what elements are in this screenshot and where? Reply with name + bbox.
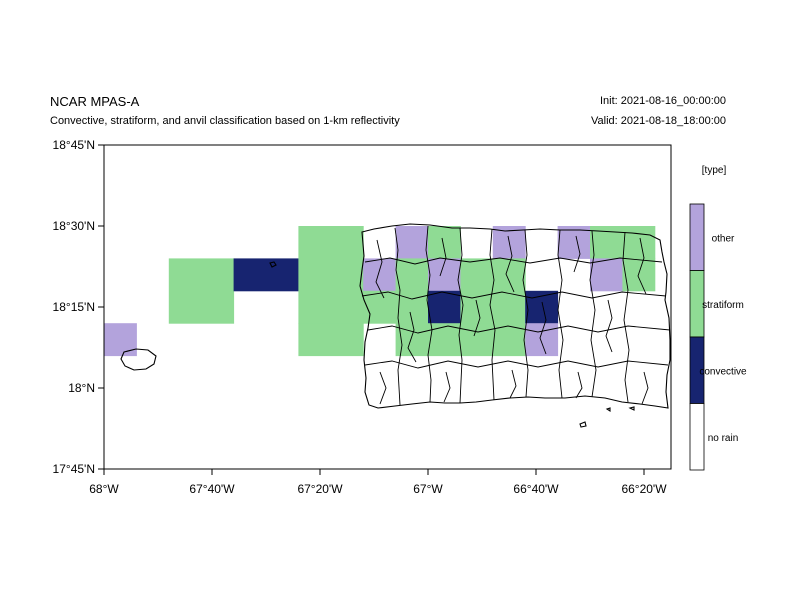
- legend-label: convective: [699, 366, 747, 377]
- classification-cell: [622, 226, 656, 259]
- classification-cell: [428, 226, 461, 259]
- y-tick-label: 18°45'N: [53, 138, 95, 152]
- legend-label: other: [712, 233, 735, 244]
- y-axis: 17°45'N 18°N 18°15'N 18°30'N 18°45'N: [53, 138, 104, 476]
- small-islet: [579, 421, 587, 428]
- x-axis: 68°W 67°40'W 67°20'W 67°W 66°40'W 66°20'W: [89, 469, 667, 496]
- classification-cell: [104, 323, 137, 357]
- legend-title: [type]: [702, 165, 727, 176]
- classification-cell: [395, 258, 429, 357]
- legend-label: no rain: [708, 433, 739, 444]
- mona-island-coastline: [120, 348, 157, 371]
- classification-cell: [590, 258, 623, 292]
- y-tick-label: 17°45'N: [53, 462, 95, 476]
- classification-cell: [428, 290, 461, 324]
- classification-cell: [525, 323, 559, 357]
- y-tick-label: 18°N: [68, 381, 95, 395]
- small-islet: [628, 406, 635, 411]
- x-tick-label: 67°20'W: [297, 482, 343, 496]
- x-tick-label: 67°W: [413, 482, 443, 496]
- y-tick-label: 18°15'N: [53, 300, 95, 314]
- x-tick-label: 67°40'W: [189, 482, 235, 496]
- classification-cell: [363, 290, 397, 324]
- classification-cell: [298, 323, 364, 357]
- plot-description: Convective, stratiform, and anvil classi…: [50, 115, 400, 127]
- classification-cell: [363, 258, 397, 292]
- legend-label: stratiform: [702, 300, 744, 311]
- classification-cell: [557, 226, 591, 259]
- municipality-boundaries: [361, 225, 671, 406]
- valid-time: Valid: 2021-08-18_18:00:00: [591, 115, 726, 127]
- classification-cell: [168, 258, 235, 324]
- classification-cells: [104, 226, 656, 357]
- y-tick-label: 18°30'N: [53, 219, 95, 233]
- legend-swatch: [689, 203, 705, 271]
- legend: [type] other stratiform convective no rain: [689, 165, 747, 471]
- coastline-layer: [120, 223, 671, 428]
- classification-cell: [298, 226, 364, 324]
- classification-cell: [492, 258, 526, 357]
- classification-cell: [395, 226, 429, 259]
- model-title: NCAR MPAS-A: [50, 94, 140, 109]
- init-time: Init: 2021-08-16_00:00:00: [600, 95, 726, 107]
- x-tick-label: 68°W: [89, 482, 119, 496]
- legend-swatch: [689, 403, 705, 471]
- puerto-rico-coastline: [359, 223, 671, 409]
- classification-cell: [428, 323, 461, 357]
- x-tick-label: 66°40'W: [513, 482, 559, 496]
- classification-cell: [233, 258, 299, 292]
- classification-cell: [460, 258, 494, 324]
- x-tick-label: 66°20'W: [621, 482, 667, 496]
- desecheo-island-coastline: [269, 261, 277, 268]
- small-islet: [605, 407, 611, 413]
